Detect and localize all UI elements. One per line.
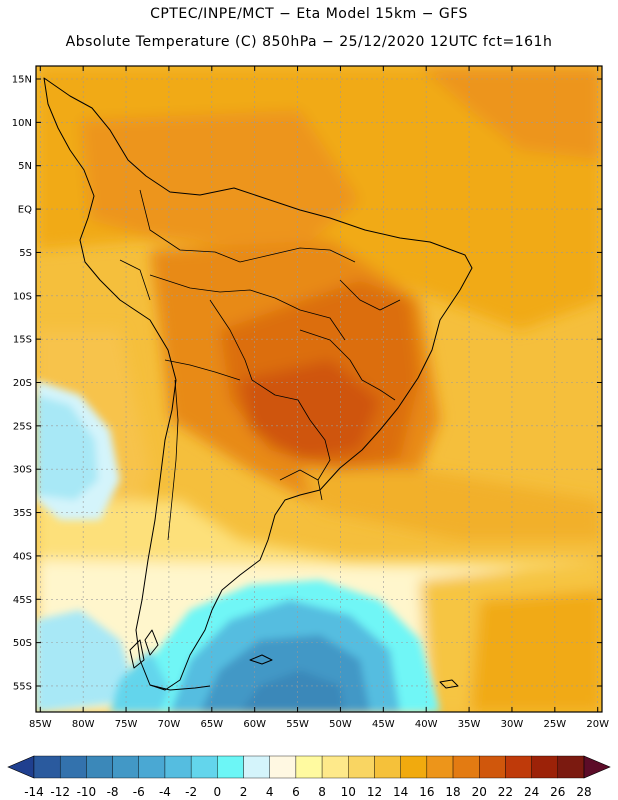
- colorbar-swatch: [400, 755, 428, 779]
- colorbar-label: 14: [393, 785, 408, 799]
- colorbar-labels: -14 -12 -10 -8 -6 -4 -2 0 2 4 6 8 10 12 14 16 18 20 22 24 26…: [24, 785, 591, 799]
- lat-label: 30S: [13, 465, 32, 476]
- colorbar-swatch: [295, 755, 323, 779]
- lon-label: 35W: [458, 719, 481, 730]
- lat-label: 55S: [13, 681, 32, 692]
- lon-label: 25W: [544, 719, 567, 730]
- colorbar-swatch: [479, 755, 506, 779]
- colorbar-label: -12: [50, 785, 70, 799]
- lat-label: 25S: [13, 421, 32, 432]
- colorbar-label: 8: [318, 785, 326, 799]
- colorbar-swatch: [86, 755, 113, 779]
- colorbar-swatch: [138, 755, 166, 779]
- lon-label: 30W: [501, 719, 524, 730]
- lon-label: 75W: [115, 719, 138, 730]
- colorbar-swatch: [190, 755, 218, 779]
- colorbar-label: 12: [367, 785, 382, 799]
- country-borders: [119, 189, 401, 541]
- lat-label: 10N: [12, 118, 32, 129]
- colorbar-swatch: [452, 755, 480, 779]
- colorbar-label: 16: [419, 785, 434, 799]
- colorbar-swatch: [59, 755, 87, 779]
- longitude-labels: 85W 80W 75W 70W 65W 60W 55W 50W 45W 40W 35W 30W 25W 2…: [29, 66, 609, 730]
- colorbar-label: 24: [524, 785, 539, 799]
- colorbar-swatch: [269, 755, 297, 779]
- colorbar-swatch: [217, 755, 244, 779]
- colorbar-label: 28: [576, 785, 591, 799]
- lon-label: 80W: [72, 719, 95, 730]
- lon-label: 55W: [286, 719, 309, 730]
- lat-label: 40S: [13, 551, 32, 562]
- colorbar-swatch: [348, 755, 375, 779]
- colorbar-label: 20: [472, 785, 487, 799]
- lon-label: 70W: [158, 719, 181, 730]
- colorbar-label: -6: [133, 785, 145, 799]
- colorbar-label: -14: [24, 785, 44, 799]
- colorbar-swatch: [557, 755, 585, 779]
- colorbar-label: 6: [292, 785, 300, 799]
- colorbar-swatch: [426, 755, 454, 779]
- colorbar-low-arrow: [7, 755, 35, 779]
- lat-label: 50S: [13, 638, 32, 649]
- lon-label: 20W: [586, 719, 609, 730]
- lon-label: 60W: [243, 719, 266, 730]
- lat-label: 35S: [13, 508, 32, 519]
- colorbar-label: 18: [445, 785, 460, 799]
- colorbar-swatch: [243, 755, 270, 779]
- colorbar-label: 4: [266, 785, 274, 799]
- lat-label: 20S: [13, 378, 32, 389]
- colorbar-swatch: [164, 755, 192, 779]
- colorbar-label: 22: [498, 785, 513, 799]
- colorbar-label: -10: [77, 785, 97, 799]
- colorbar-label: -2: [185, 785, 197, 799]
- lon-label: 50W: [329, 719, 352, 730]
- colorbar-label: -8: [107, 785, 119, 799]
- map-frame: [35, 65, 603, 713]
- lon-label: 65W: [200, 719, 223, 730]
- colorbar-high-arrow: [583, 755, 611, 779]
- title-line-1: CPTEC/INPE/MCT − Eta Model 15km − GFS: [150, 6, 468, 22]
- lat-label: 45S: [13, 595, 32, 606]
- colorbar-swatch: [112, 755, 139, 779]
- lat-label: EQ: [18, 205, 32, 216]
- colorbar-label: 0: [214, 785, 222, 799]
- lat-label: 5N: [18, 161, 32, 172]
- colorbar-swatch: [33, 755, 61, 779]
- lon-label: 85W: [29, 719, 52, 730]
- lat-label: 15N: [12, 75, 32, 86]
- colorbar-label: 26: [550, 785, 565, 799]
- colorbar-label: 10: [341, 785, 356, 799]
- colorbar-label: 2: [240, 785, 248, 799]
- colorbar: [7, 755, 611, 779]
- lon-label: 40W: [415, 719, 438, 730]
- graticule: [36, 66, 602, 712]
- lon-label: 45W: [372, 719, 395, 730]
- latitude-labels: 15N 10N 5N EQ 5S 10S 15S 20S 25S 30S 35S 40S 45S 50S 5…: [12, 75, 602, 692]
- temperature-field: [36, 66, 602, 712]
- colorbar-swatch: [374, 755, 401, 779]
- lat-label: 15S: [13, 335, 32, 346]
- colorbar-swatch: [505, 755, 532, 779]
- coastlines: [43, 77, 473, 691]
- colorbar-swatch: [531, 755, 559, 779]
- colorbar-swatch: [321, 755, 349, 779]
- lat-label: 5S: [19, 248, 32, 259]
- lat-label: 10S: [13, 291, 32, 302]
- colorbar-label: -4: [159, 785, 171, 799]
- title-line-2: Absolute Temperature (C) 850hPa − 25/12/…: [65, 34, 553, 50]
